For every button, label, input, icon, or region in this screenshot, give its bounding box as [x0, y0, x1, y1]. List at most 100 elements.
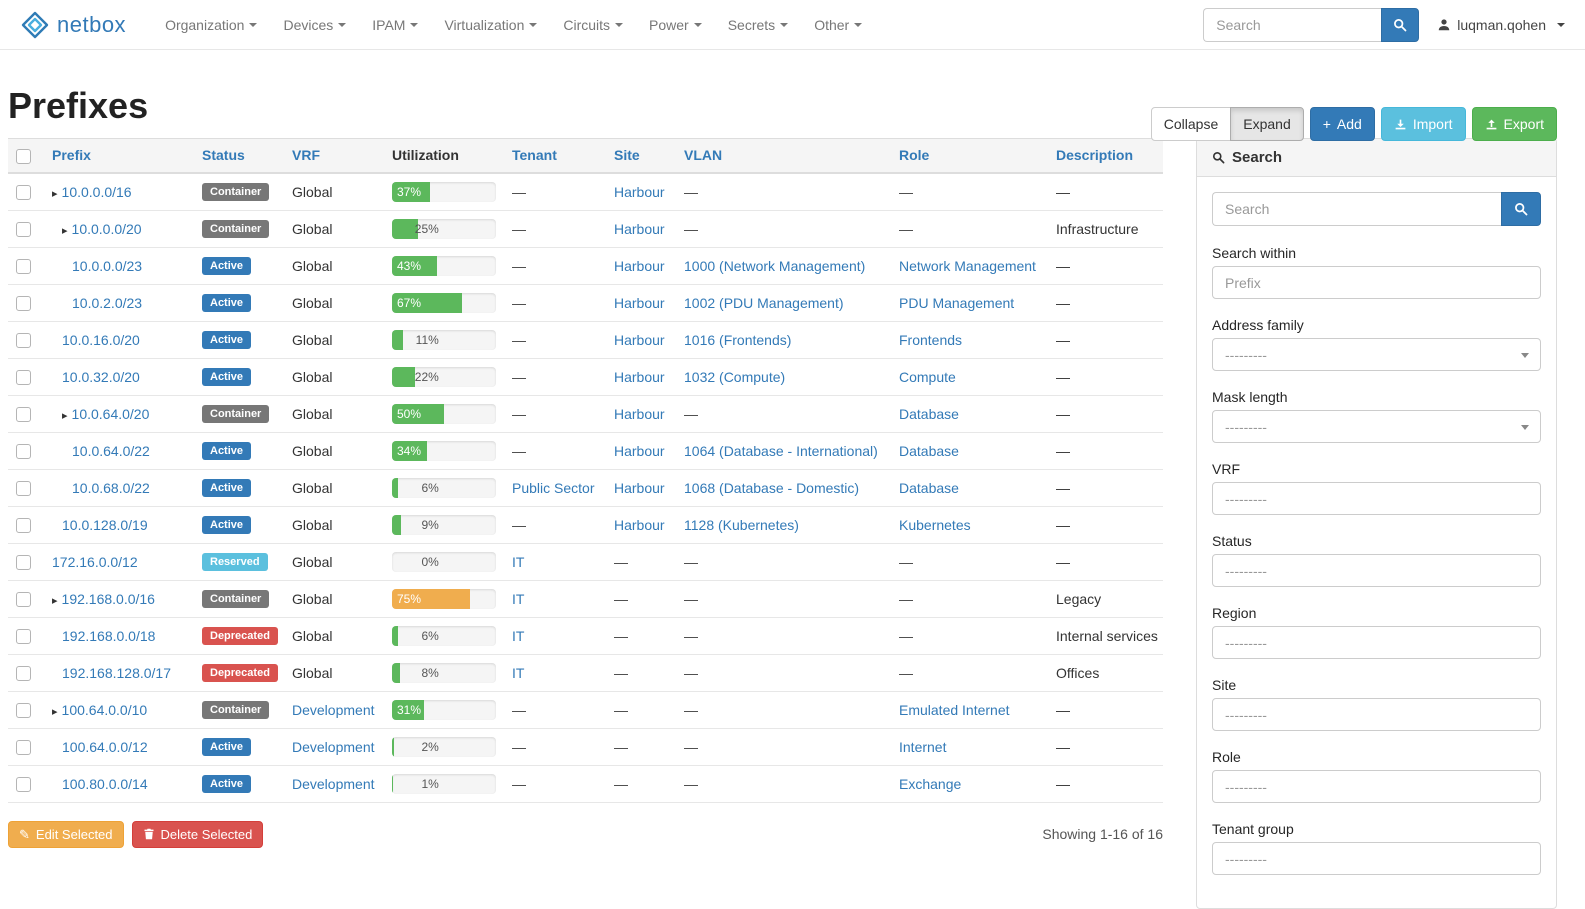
- column-header-vrf[interactable]: VRF: [284, 137, 384, 174]
- column-header-status[interactable]: Status: [194, 137, 284, 174]
- filter-search-within-input[interactable]: [1212, 266, 1541, 299]
- tenant-cell[interactable]: IT: [512, 553, 525, 570]
- tenant-cell[interactable]: IT: [512, 590, 525, 607]
- filter-tenant-group-input[interactable]: [1212, 842, 1541, 875]
- vrf-cell[interactable]: Development: [292, 738, 375, 755]
- tenant-cell[interactable]: IT: [512, 664, 525, 681]
- tenant-cell[interactable]: IT: [512, 627, 525, 644]
- column-header-tenant[interactable]: Tenant: [504, 137, 606, 174]
- prefix-link[interactable]: 10.0.0.0/20: [71, 220, 142, 237]
- prefix-link[interactable]: 10.0.0.0/23: [72, 257, 143, 274]
- row-checkbox[interactable]: [16, 592, 31, 608]
- site-cell[interactable]: Harbour: [614, 368, 665, 385]
- vlan-cell[interactable]: 1064 (Database - International): [684, 442, 878, 459]
- row-checkbox[interactable]: [16, 777, 31, 793]
- row-checkbox[interactable]: [16, 370, 31, 386]
- prefix-link[interactable]: 192.168.0.0/16: [61, 590, 155, 607]
- menu-item-circuits[interactable]: Circuits: [550, 17, 636, 33]
- vlan-cell[interactable]: 1068 (Database - Domestic): [684, 479, 860, 496]
- row-checkbox[interactable]: [16, 703, 31, 719]
- prefix-link[interactable]: 10.0.16.0/20: [62, 331, 140, 348]
- delete-selected-button[interactable]: Delete Selected: [131, 820, 264, 848]
- row-checkbox[interactable]: [16, 481, 31, 497]
- site-cell[interactable]: Harbour: [614, 479, 665, 496]
- column-header-prefix[interactable]: Prefix: [44, 137, 194, 174]
- prefix-link[interactable]: 10.0.128.0/19: [62, 516, 148, 533]
- add-button[interactable]: + Add: [1309, 107, 1375, 141]
- vlan-cell[interactable]: 1000 (Network Management): [684, 257, 866, 274]
- role-cell[interactable]: Kubernetes: [899, 516, 971, 533]
- vrf-cell[interactable]: Development: [292, 775, 375, 792]
- column-header-role[interactable]: Role: [891, 137, 1048, 174]
- role-cell[interactable]: Emulated Internet: [899, 701, 1010, 718]
- menu-item-secrets[interactable]: Secrets: [715, 17, 801, 33]
- site-cell[interactable]: Harbour: [614, 183, 665, 200]
- navbar-search-button[interactable]: [1381, 7, 1420, 42]
- row-checkbox[interactable]: [16, 518, 31, 534]
- tenant-cell[interactable]: Public Sector: [512, 479, 595, 496]
- site-cell[interactable]: Harbour: [614, 405, 665, 422]
- menu-item-ipam[interactable]: IPAM: [359, 17, 431, 33]
- row-checkbox[interactable]: [16, 333, 31, 349]
- menu-item-devices[interactable]: Devices: [270, 17, 359, 33]
- sidebar-search-button[interactable]: [1501, 192, 1541, 226]
- row-checkbox[interactable]: [16, 296, 31, 312]
- user-menu[interactable]: luqman.qohen: [1437, 17, 1565, 33]
- edit-selected-button[interactable]: ✎ Edit Selected: [8, 820, 124, 848]
- menu-item-power[interactable]: Power: [636, 17, 715, 33]
- export-button[interactable]: Export: [1471, 107, 1557, 141]
- role-cell[interactable]: Database: [899, 479, 959, 496]
- site-cell[interactable]: Harbour: [614, 220, 665, 237]
- prefix-link[interactable]: 192.168.128.0/17: [62, 664, 171, 681]
- role-cell[interactable]: Database: [899, 442, 959, 459]
- role-cell[interactable]: Compute: [899, 368, 956, 385]
- row-checkbox[interactable]: [16, 185, 31, 201]
- site-cell[interactable]: Harbour: [614, 442, 665, 459]
- role-cell[interactable]: Exchange: [899, 775, 962, 792]
- navbar-search-input[interactable]: [1203, 7, 1382, 42]
- row-checkbox[interactable]: [16, 740, 31, 756]
- filter-role-input[interactable]: [1212, 770, 1541, 803]
- collapse-button[interactable]: Collapse: [1150, 107, 1232, 141]
- sidebar-search-input[interactable]: [1212, 192, 1501, 226]
- filter-vrf-input[interactable]: [1212, 482, 1541, 515]
- prefix-link[interactable]: 10.0.68.0/22: [72, 479, 150, 496]
- vlan-cell[interactable]: 1032 (Compute): [684, 368, 786, 385]
- site-cell[interactable]: Harbour: [614, 516, 665, 533]
- vrf-cell[interactable]: Development: [292, 701, 375, 718]
- row-checkbox[interactable]: [16, 407, 31, 423]
- netbox-logo[interactable]: netbox: [20, 10, 126, 40]
- vlan-cell[interactable]: 1016 (Frontends): [684, 331, 792, 348]
- prefix-link[interactable]: 192.168.0.0/18: [62, 627, 156, 644]
- prefix-link[interactable]: 10.0.64.0/20: [71, 405, 150, 422]
- role-cell[interactable]: Network Management: [899, 257, 1036, 274]
- row-checkbox[interactable]: [16, 444, 31, 460]
- filter-region-input[interactable]: [1212, 626, 1541, 659]
- role-cell[interactable]: Internet: [899, 738, 947, 755]
- select-all-checkbox[interactable]: [16, 148, 31, 164]
- column-header-site[interactable]: Site: [606, 137, 676, 174]
- role-cell[interactable]: Database: [899, 405, 959, 422]
- prefix-link[interactable]: 10.0.32.0/20: [62, 368, 140, 385]
- import-button[interactable]: Import: [1380, 107, 1466, 141]
- role-cell[interactable]: Frontends: [899, 331, 963, 348]
- vlan-cell[interactable]: 1002 (PDU Management): [684, 294, 844, 311]
- prefix-link[interactable]: 10.0.64.0/22: [72, 442, 150, 459]
- row-checkbox[interactable]: [16, 222, 31, 238]
- menu-item-other[interactable]: Other: [801, 17, 875, 33]
- prefix-link[interactable]: 100.80.0.0/14: [62, 775, 148, 792]
- row-checkbox[interactable]: [16, 666, 31, 682]
- filter-mask-length-select[interactable]: [1212, 410, 1541, 443]
- prefix-link[interactable]: 10.0.0.0/16: [61, 183, 132, 200]
- row-checkbox[interactable]: [16, 629, 31, 645]
- vlan-cell[interactable]: 1128 (Kubernetes): [684, 516, 799, 533]
- filter-status-input[interactable]: [1212, 554, 1541, 587]
- menu-item-virtualization[interactable]: Virtualization: [431, 17, 550, 33]
- column-header-description[interactable]: Description: [1048, 137, 1163, 174]
- site-cell[interactable]: Harbour: [614, 257, 665, 274]
- filter-site-input[interactable]: [1212, 698, 1541, 731]
- role-cell[interactable]: PDU Management: [899, 294, 1015, 311]
- expand-button[interactable]: Expand: [1230, 107, 1304, 141]
- prefix-link[interactable]: 100.64.0.0/10: [61, 701, 148, 718]
- prefix-link[interactable]: 10.0.2.0/23: [72, 294, 143, 311]
